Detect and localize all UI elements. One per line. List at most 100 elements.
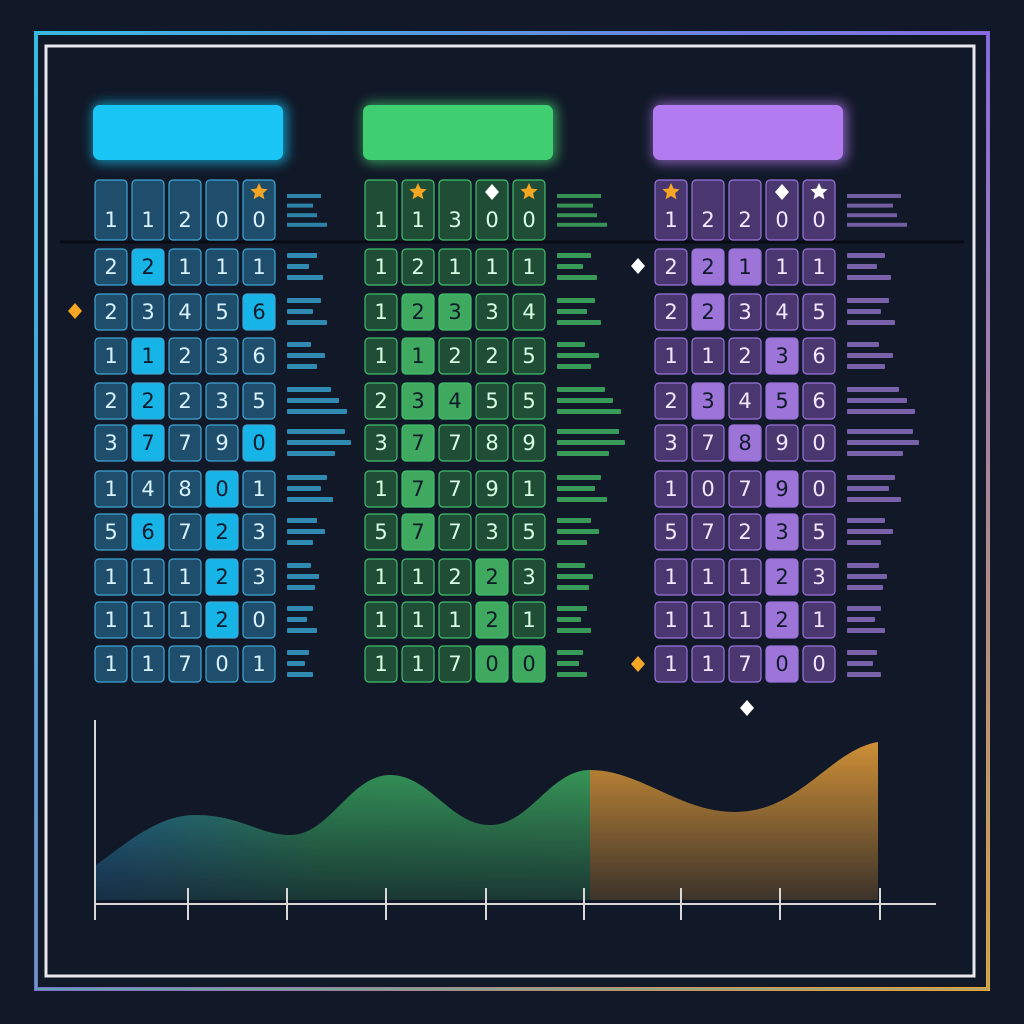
digit-cell xyxy=(94,558,128,596)
header-bar xyxy=(287,222,327,227)
digit: 1 xyxy=(374,344,387,368)
header-digit: 1 xyxy=(411,208,424,232)
header-cell xyxy=(94,179,128,241)
digit: 1 xyxy=(374,652,387,676)
area-left xyxy=(96,770,590,900)
digit-cell xyxy=(364,470,398,508)
digit-cell xyxy=(364,337,398,375)
row-bar xyxy=(557,617,581,622)
digit: 6 xyxy=(252,344,265,368)
header-cell xyxy=(242,179,276,241)
row-bar xyxy=(557,342,585,347)
row-bar xyxy=(557,264,583,269)
row-bar xyxy=(847,497,901,502)
header-bar xyxy=(557,213,597,218)
digit-cell xyxy=(475,382,509,420)
row-bar xyxy=(287,585,315,590)
frame-accent xyxy=(35,32,989,990)
row-bar xyxy=(287,264,309,269)
digit: 2 xyxy=(701,255,714,279)
digit: 7 xyxy=(178,652,191,676)
row-bar xyxy=(847,429,913,434)
row-bar xyxy=(557,563,585,568)
digit: 1 xyxy=(252,255,265,279)
digit-cell xyxy=(168,382,202,420)
digit: 7 xyxy=(448,477,461,501)
digit-cell xyxy=(765,601,799,639)
digit: 1 xyxy=(178,255,191,279)
digit-cell xyxy=(242,382,276,420)
row-bar xyxy=(287,486,321,491)
header-cell xyxy=(475,179,509,241)
digit-cell xyxy=(401,293,435,331)
digit: 1 xyxy=(252,477,265,501)
header-bar xyxy=(557,222,607,227)
digit: 3 xyxy=(411,389,424,413)
header-cell xyxy=(205,179,239,241)
digit-cell xyxy=(242,558,276,596)
header-cell xyxy=(802,179,836,241)
header-digit: 1 xyxy=(104,208,117,232)
digit: 7 xyxy=(178,431,191,455)
digit: 3 xyxy=(664,431,677,455)
digit-cell xyxy=(205,513,239,551)
digit-cell xyxy=(802,470,836,508)
icon-star xyxy=(810,183,828,200)
digit: 5 xyxy=(812,520,825,544)
digit: 1 xyxy=(812,255,825,279)
digit-cell xyxy=(728,558,762,596)
row-bar xyxy=(557,497,607,502)
digit: 7 xyxy=(738,477,751,501)
digit-cell xyxy=(654,293,688,331)
header-bar xyxy=(847,213,897,218)
digit: 9 xyxy=(522,431,535,455)
digit-cell xyxy=(168,293,202,331)
digit-cell xyxy=(364,293,398,331)
row-bar xyxy=(287,429,345,434)
digit-cell xyxy=(691,424,725,462)
row-bar xyxy=(557,475,601,480)
digit: 9 xyxy=(485,477,498,501)
icon-diamond xyxy=(485,184,499,200)
digit: 1 xyxy=(374,477,387,501)
icon-star xyxy=(409,183,427,200)
digit-cell xyxy=(242,424,276,462)
row-bar xyxy=(287,320,327,325)
header-bar xyxy=(557,194,601,198)
row-bar xyxy=(557,409,621,414)
row-bar xyxy=(847,518,885,523)
row-bar xyxy=(847,451,903,456)
digit-cell xyxy=(131,293,165,331)
digit-cell xyxy=(205,470,239,508)
digit: 2 xyxy=(485,344,498,368)
digit: 7 xyxy=(701,520,714,544)
digit: 5 xyxy=(104,520,117,544)
digit: 0 xyxy=(812,477,825,501)
digit: 3 xyxy=(141,300,154,324)
header-bar xyxy=(847,222,907,227)
digit-cell xyxy=(364,558,398,596)
digit: 8 xyxy=(178,477,191,501)
digit-cell xyxy=(364,424,398,462)
header-cell xyxy=(765,179,799,241)
row-bar xyxy=(847,650,877,655)
digit-cell xyxy=(691,337,725,375)
digit-cell xyxy=(364,645,398,683)
row-bar xyxy=(287,574,319,579)
digit-cell xyxy=(691,601,725,639)
digit: 3 xyxy=(812,565,825,589)
digit-cell xyxy=(131,513,165,551)
row-bar xyxy=(287,661,305,666)
digit-cell xyxy=(131,645,165,683)
digit-cell xyxy=(438,382,472,420)
digit-cell xyxy=(691,470,725,508)
header-cell xyxy=(728,179,762,241)
digit: 2 xyxy=(448,344,461,368)
digit: 6 xyxy=(812,344,825,368)
row-bar xyxy=(287,672,313,677)
digit: 2 xyxy=(104,255,117,279)
row-bar xyxy=(557,518,591,523)
digit-cell xyxy=(401,601,435,639)
digit: 1 xyxy=(411,652,424,676)
row-bar xyxy=(847,529,893,534)
